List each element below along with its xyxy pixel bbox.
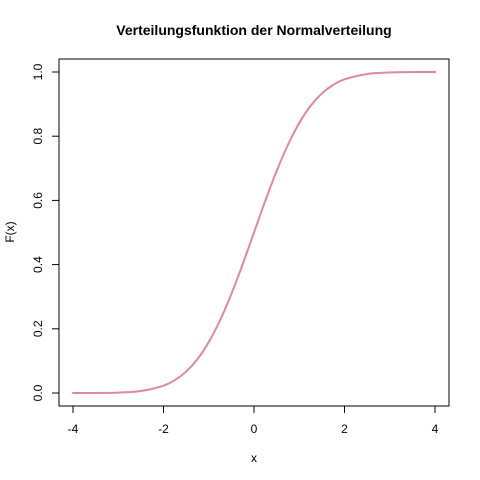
data-point <box>412 71 414 73</box>
data-point <box>265 200 267 202</box>
data-point <box>163 385 165 387</box>
y-axis-label: F(x) <box>3 221 17 242</box>
data-point <box>95 392 97 394</box>
y-tick-label: 0.6 <box>31 192 45 209</box>
data-point <box>197 358 199 360</box>
y-tick-label: 0.2 <box>31 320 45 337</box>
data-point <box>174 379 176 381</box>
data-point <box>366 73 368 75</box>
x-tick-label: -4 <box>68 422 79 436</box>
data-point <box>321 93 323 95</box>
x-tick-label: 2 <box>341 422 348 436</box>
data-point <box>332 84 334 86</box>
data-point <box>242 263 244 265</box>
data-point <box>208 341 210 343</box>
series-line <box>72 71 436 394</box>
series-layer <box>72 71 436 394</box>
y-tick-label: 0.8 <box>31 128 45 145</box>
x-axis: -4 -2 0 2 4 <box>68 405 439 436</box>
data-point <box>287 144 289 146</box>
data-point <box>140 390 142 392</box>
data-point <box>117 392 119 394</box>
data-point <box>253 232 255 234</box>
x-tick-label: 0 <box>251 422 258 436</box>
data-point <box>344 79 346 81</box>
x-tick-label: 4 <box>432 422 439 436</box>
data-point <box>310 105 312 107</box>
x-axis-label: x <box>251 451 257 465</box>
y-tick-label: 1.0 <box>31 63 45 80</box>
x-tick-label: -2 <box>158 422 169 436</box>
data-point <box>185 371 187 373</box>
data-point <box>434 71 436 73</box>
y-axis: 0.0 0.2 0.4 0.6 0.8 1.0 <box>31 63 60 401</box>
data-point <box>231 293 233 295</box>
chart-title: Verteilungsfunktion der Normalverteilung <box>116 22 391 38</box>
data-point <box>219 319 221 321</box>
data-point <box>389 72 391 74</box>
data-point <box>276 170 278 172</box>
y-tick-label: 0.0 <box>31 384 45 401</box>
data-point <box>72 392 74 394</box>
data-point <box>298 122 300 124</box>
y-tick-label: 0.4 <box>31 256 45 273</box>
